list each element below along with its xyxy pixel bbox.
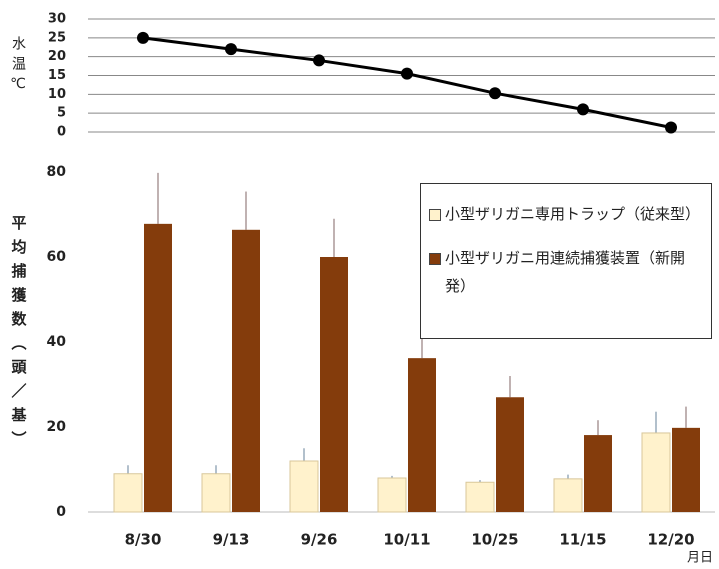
bar <box>232 229 260 513</box>
y-tick-label: 30 <box>48 12 66 27</box>
bar <box>144 223 172 512</box>
point <box>313 54 325 67</box>
point <box>489 87 501 100</box>
x-tick-label: 10/25 <box>471 531 518 549</box>
legend-swatch <box>429 253 441 265</box>
point <box>665 121 677 134</box>
bar <box>465 481 495 513</box>
bar <box>320 257 348 512</box>
point <box>577 103 589 116</box>
legend-label: 小型ザリガニ専用トラップ（従来型） <box>445 205 701 223</box>
bar <box>641 432 671 513</box>
legend-label: 小型ザリガニ用連続捕獲装置（新開発） <box>445 249 686 295</box>
x-axis-label: 月日 <box>687 551 713 566</box>
x-tick-label: 10/11 <box>383 531 430 549</box>
bar <box>408 358 436 512</box>
legend-swatch <box>429 209 441 221</box>
bar <box>113 473 143 513</box>
y-axis-label: 水温℃ <box>10 36 26 98</box>
bar <box>201 473 231 513</box>
bar <box>553 478 583 513</box>
y-tick-label: 20 <box>48 49 66 64</box>
x-tick-label: 11/15 <box>559 531 606 549</box>
point <box>401 67 413 80</box>
x-tick-label: 9/13 <box>213 531 250 549</box>
legend-item: 小型ザリガニ用連続捕獲装置（新開発） <box>429 244 705 300</box>
bar <box>672 427 700 512</box>
bar <box>496 397 524 512</box>
y-tick-label: 60 <box>47 249 67 265</box>
y-axis-label: 平均捕獲数（頭／基） <box>10 215 28 455</box>
bar <box>584 435 612 512</box>
point <box>137 31 149 44</box>
y-tick-label: 25 <box>48 30 66 45</box>
x-tick-label: 12/20 <box>647 531 694 549</box>
bar <box>377 477 407 513</box>
x-tick-label: 9/26 <box>301 531 338 549</box>
legend-item: 小型ザリガニ専用トラップ（従来型） <box>429 200 705 228</box>
y-tick-label: 15 <box>48 68 66 83</box>
legend: 小型ザリガニ専用トラップ（従来型） 小型ザリガニ用連続捕獲装置（新開発） <box>420 183 712 339</box>
bar <box>289 460 319 513</box>
line <box>142 36 672 129</box>
y-tick-label: 0 <box>56 504 66 520</box>
y-tick-label: 0 <box>57 125 66 140</box>
y-tick-label: 20 <box>47 419 67 435</box>
y-tick-label: 80 <box>47 164 67 180</box>
point <box>225 43 237 56</box>
x-tick-label: 8/30 <box>125 531 162 549</box>
y-tick-label: 10 <box>48 87 66 102</box>
y-tick-label: 5 <box>57 106 66 121</box>
y-tick-label: 40 <box>47 334 67 350</box>
